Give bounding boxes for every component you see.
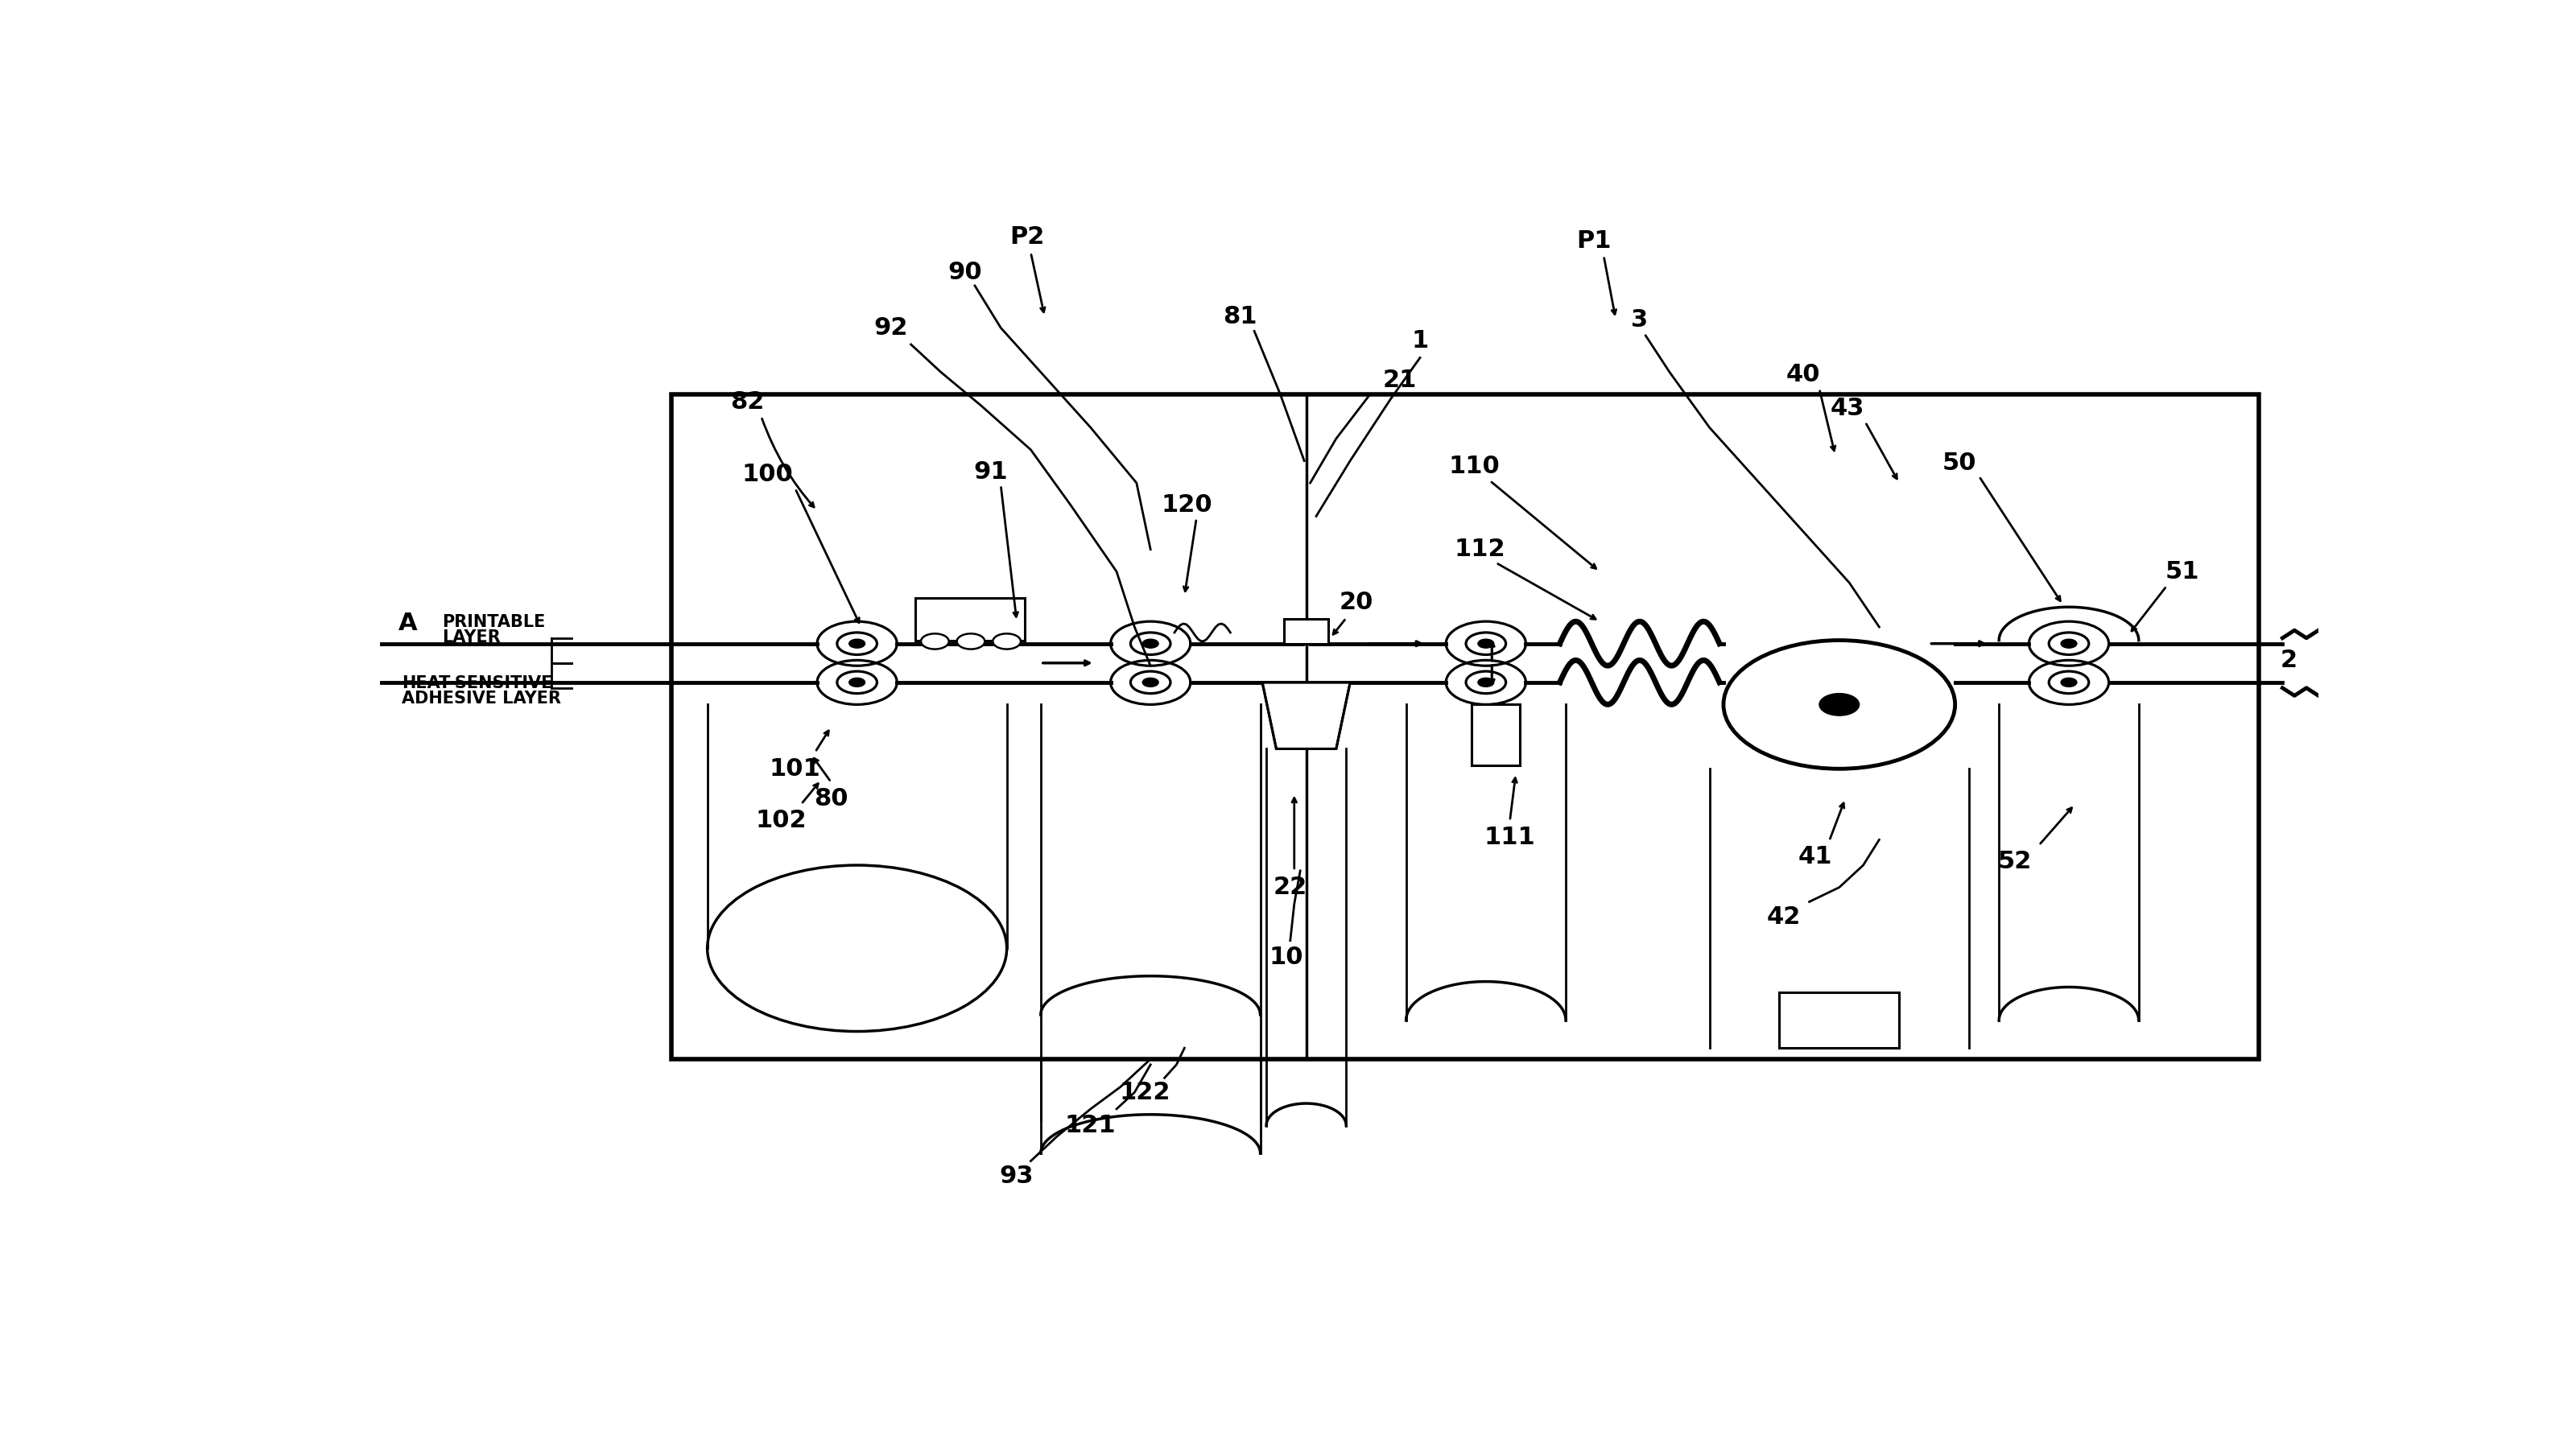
Circle shape bbox=[1479, 678, 1494, 686]
Bar bbox=[914, 599, 1025, 640]
Text: 52: 52 bbox=[1999, 850, 2032, 873]
Text: 80: 80 bbox=[814, 787, 848, 810]
Polygon shape bbox=[1262, 682, 1350, 748]
Text: 92: 92 bbox=[873, 317, 909, 340]
Circle shape bbox=[850, 639, 866, 648]
Text: ADHESIVE LAYER: ADHESIVE LAYER bbox=[402, 691, 562, 707]
Bar bbox=[672, 394, 2259, 1059]
Bar bbox=[1285, 619, 1329, 643]
Text: A: A bbox=[399, 612, 417, 635]
Text: 101: 101 bbox=[770, 757, 822, 780]
Text: 91: 91 bbox=[974, 460, 1007, 484]
Text: PRINTABLE: PRINTABLE bbox=[443, 614, 546, 630]
Text: 50: 50 bbox=[1942, 452, 1976, 475]
Text: 82: 82 bbox=[729, 390, 765, 413]
Circle shape bbox=[2061, 678, 2076, 686]
Text: 100: 100 bbox=[742, 462, 793, 486]
Text: 111: 111 bbox=[1484, 826, 1535, 849]
Circle shape bbox=[1144, 678, 1159, 686]
Circle shape bbox=[850, 678, 866, 686]
Text: 3: 3 bbox=[1631, 308, 1649, 332]
Text: 41: 41 bbox=[1798, 845, 1832, 868]
Text: 43: 43 bbox=[1829, 397, 1865, 420]
Circle shape bbox=[2061, 639, 2076, 648]
Text: 40: 40 bbox=[1785, 363, 1821, 386]
Circle shape bbox=[1144, 639, 1159, 648]
Text: 51: 51 bbox=[2166, 560, 2200, 583]
Text: LAYER: LAYER bbox=[443, 630, 500, 646]
Circle shape bbox=[1479, 639, 1494, 648]
Text: 90: 90 bbox=[948, 260, 981, 283]
Text: 120: 120 bbox=[1162, 494, 1213, 517]
Text: 110: 110 bbox=[1448, 455, 1499, 478]
Text: 1: 1 bbox=[1412, 330, 1430, 353]
Text: HEAT-SENSITIVE: HEAT-SENSITIVE bbox=[402, 675, 554, 691]
Text: 112: 112 bbox=[1455, 538, 1504, 561]
Circle shape bbox=[922, 633, 948, 649]
Circle shape bbox=[1819, 694, 1860, 715]
Text: P1: P1 bbox=[1577, 230, 1610, 253]
Text: 20: 20 bbox=[1340, 591, 1373, 614]
Text: 81: 81 bbox=[1224, 305, 1257, 328]
Text: 93: 93 bbox=[999, 1166, 1033, 1189]
Text: 21: 21 bbox=[1383, 368, 1417, 391]
Text: 121: 121 bbox=[1064, 1114, 1115, 1137]
Text: 22: 22 bbox=[1273, 876, 1306, 899]
Bar bbox=[1471, 705, 1520, 766]
Text: 102: 102 bbox=[755, 809, 806, 833]
Circle shape bbox=[992, 633, 1020, 649]
Text: 42: 42 bbox=[1767, 905, 1801, 930]
Text: 2: 2 bbox=[2280, 649, 2298, 672]
Text: 122: 122 bbox=[1118, 1081, 1170, 1104]
Bar bbox=[1780, 993, 1899, 1048]
Text: 10: 10 bbox=[1270, 945, 1303, 968]
Text: P2: P2 bbox=[1010, 226, 1043, 249]
Circle shape bbox=[956, 633, 984, 649]
